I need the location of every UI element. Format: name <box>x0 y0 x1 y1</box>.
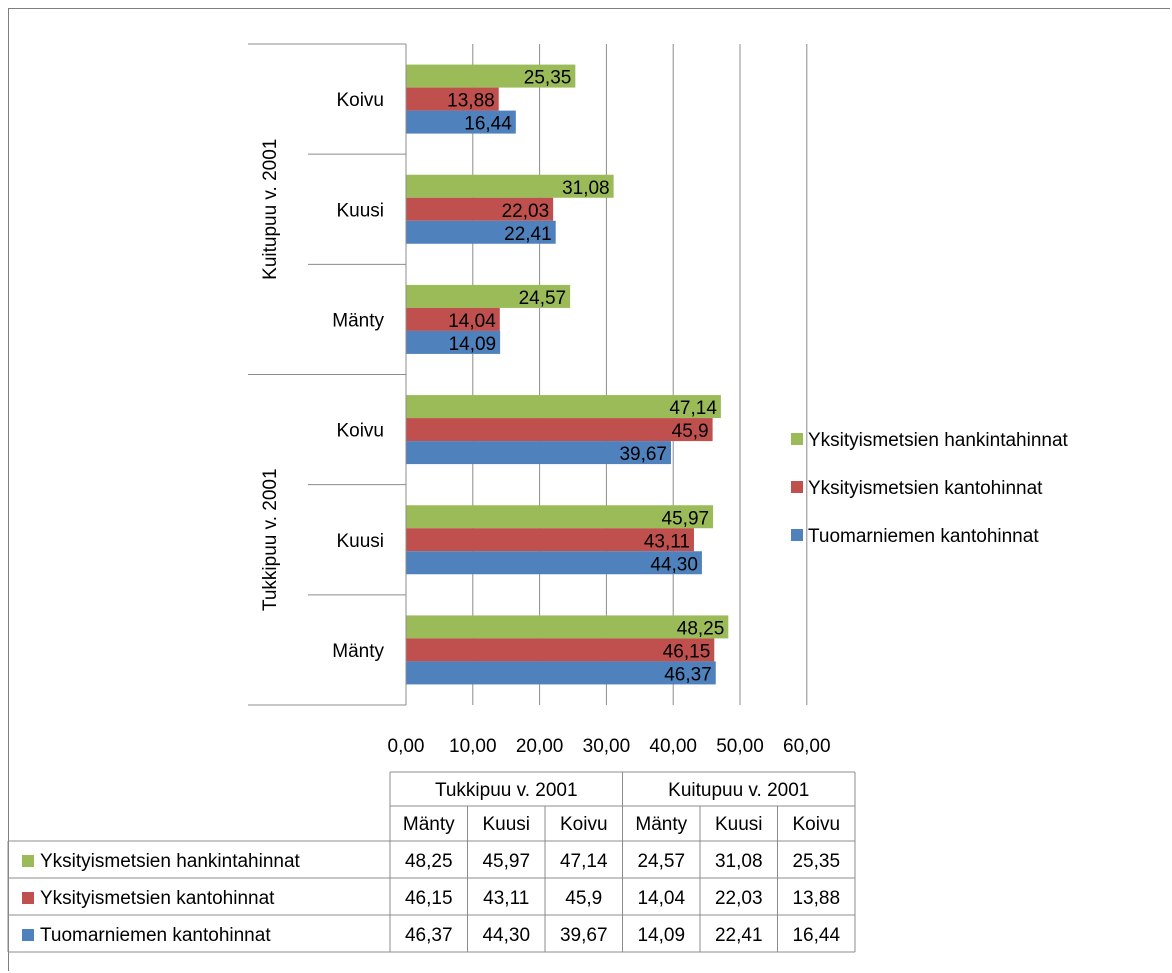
data-label: 44,30 <box>650 554 698 575</box>
x-tick-label: 10,00 <box>449 736 497 757</box>
table-category-header: Koivu <box>560 814 608 835</box>
data-label: 16,44 <box>464 114 512 135</box>
bar <box>406 418 713 442</box>
bar <box>406 395 721 419</box>
table-cell: 24,57 <box>637 851 685 872</box>
table-legend-swatch <box>22 855 34 867</box>
table-category-header: Kuusi <box>715 814 763 835</box>
table-row-label: Yksityismetsien kantohinnat <box>40 888 275 909</box>
data-label: 14,09 <box>449 334 497 355</box>
table-cell: 25,35 <box>792 851 840 872</box>
table-cell: 14,09 <box>637 925 685 946</box>
table-cell: 43,11 <box>483 888 529 909</box>
data-label: 25,35 <box>524 68 572 89</box>
table-cell: 45,9 <box>565 888 602 909</box>
legend: Yksityismetsien hankintahinnat Yksityisme… <box>791 430 1069 547</box>
bar <box>406 615 729 639</box>
category-label: Mänty <box>332 641 384 662</box>
table-legend-swatch <box>22 929 34 941</box>
table-group-header: Tukkipuu v. 2001 <box>435 780 578 801</box>
table-cell: 44,30 <box>482 925 530 946</box>
table-cell: 47,14 <box>560 851 608 872</box>
table-cell: 22,41 <box>715 925 763 946</box>
data-label: 24,57 <box>519 288 567 309</box>
bar <box>406 110 516 134</box>
x-tick-label: 50,00 <box>716 736 764 757</box>
bar <box>406 284 571 308</box>
data-label: 13,88 <box>447 91 495 112</box>
legend-label: Yksityismetsien kantohinnat <box>808 478 1043 499</box>
category-label: Koivu <box>336 421 384 442</box>
bar <box>406 87 499 111</box>
table-category-header: Mänty <box>403 814 455 835</box>
data-label: 46,37 <box>664 664 712 685</box>
grid-lines <box>472 44 808 705</box>
table-row-label: Tuomarniemen kantohinnat <box>40 925 271 946</box>
data-label: 31,08 <box>562 178 610 199</box>
data-label: 14,04 <box>448 311 496 332</box>
table-cell: 13,88 <box>792 888 840 909</box>
group-label: Tukkipuu v. 2001 <box>260 468 281 611</box>
category-label: Koivu <box>336 90 384 111</box>
bar <box>406 505 714 529</box>
table-cell: 31,08 <box>715 851 763 872</box>
category-label: Kuusi <box>336 200 384 221</box>
legend-label: Tuomarniemen kantohinnat <box>808 526 1039 547</box>
data-label: 22,03 <box>502 201 550 222</box>
data-label: 47,14 <box>669 398 717 419</box>
bar <box>406 441 671 465</box>
table-cell: 45,97 <box>482 851 530 872</box>
data-label: 48,25 <box>677 618 725 639</box>
x-tick-label: 30,00 <box>583 736 631 757</box>
bar <box>406 197 554 221</box>
table-legend-swatch <box>22 892 34 904</box>
bar <box>406 220 556 244</box>
category-label: Kuusi <box>336 531 384 552</box>
data-label: 45,9 <box>672 421 709 442</box>
bar <box>406 330 501 354</box>
table-cell: 16,44 <box>792 925 840 946</box>
data-label: 46,15 <box>663 641 711 662</box>
chart-frame <box>8 8 1170 971</box>
table-cell: 46,15 <box>405 888 453 909</box>
table-cell: 46,37 <box>405 925 453 946</box>
table-cell: 14,04 <box>637 888 685 909</box>
legend-swatch <box>791 481 803 493</box>
bar <box>406 528 694 552</box>
x-tick-label: 0,00 <box>388 736 425 757</box>
category-label: Mänty <box>332 310 384 331</box>
bar <box>406 638 715 662</box>
bar <box>406 551 702 575</box>
table-group-header: Kuitupuu v. 2001 <box>668 780 809 801</box>
legend-label: Yksityismetsien hankintahinnat <box>808 430 1069 451</box>
table-cell: 48,25 <box>405 851 453 872</box>
x-tick-label: 60,00 <box>783 736 831 757</box>
data-label: 43,11 <box>644 531 690 552</box>
bar <box>406 174 614 198</box>
table-row-label: Yksityismetsien hankintahinnat <box>40 851 301 872</box>
legend-swatch <box>791 529 803 541</box>
table-cell: 39,67 <box>560 925 608 946</box>
legend-swatch <box>791 433 803 445</box>
data-label: 39,67 <box>619 444 667 465</box>
axes: 0,00 10,00 20,00 30,00 40,00 50,00 60,00 Mänty K… <box>248 43 831 757</box>
table-cell: 22,03 <box>715 888 763 909</box>
data-table: Tukkipuu v. 2001 Mänty Kuusi Koivu Kuitupuu … <box>7 771 856 953</box>
table-category-header: Mänty <box>635 814 687 835</box>
table-category-header: Kuusi <box>482 814 530 835</box>
group-label: Kuitupuu v. 2001 <box>260 139 281 280</box>
bar <box>406 64 576 88</box>
bars: 48,2546,1546,3745,9743,1144,3047,1445,93… <box>406 64 729 685</box>
x-tick-label: 40,00 <box>649 736 697 757</box>
data-label: 22,41 <box>504 224 552 245</box>
bar <box>406 661 716 685</box>
table-category-header: Koivu <box>792 814 840 835</box>
data-label: 45,97 <box>662 508 710 529</box>
x-tick-label: 20,00 <box>516 736 564 757</box>
bar <box>406 307 500 331</box>
